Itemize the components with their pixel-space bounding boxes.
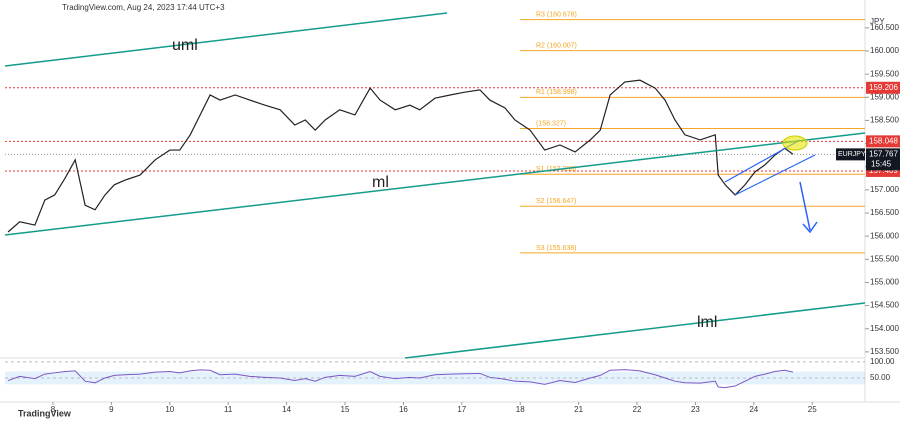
uml-line xyxy=(4,12,448,67)
y-tick-label: 157.000 xyxy=(870,185,899,194)
pivot-label: R3 (160.678) xyxy=(536,11,577,18)
x-tick-label: 15 xyxy=(341,405,350,414)
symbol-label: EURJPY xyxy=(838,151,866,158)
y-tick-label: 155.000 xyxy=(870,278,899,287)
y-tick-label: 159.500 xyxy=(870,69,899,78)
x-tick-label: 10 xyxy=(165,405,174,414)
level-label: 159.206 xyxy=(869,83,898,92)
lml-line xyxy=(404,302,866,359)
y-tick-label: 158.500 xyxy=(870,116,899,125)
rsi-tick-label: 100.00 xyxy=(870,357,895,366)
arrow xyxy=(799,181,818,234)
x-tick-label: 11 xyxy=(224,405,233,414)
rsi-line xyxy=(7,369,794,389)
x-tick-label: 16 xyxy=(399,405,408,414)
x-tick-label: 21 xyxy=(574,405,583,414)
y-tick-label: 156.500 xyxy=(870,208,899,217)
level-box xyxy=(866,81,900,94)
price-line xyxy=(7,79,794,233)
y-tick-label: 154.500 xyxy=(870,301,899,310)
plot: R3 (160.678) R2 (160.007) R1 (158.998) (158… xyxy=(5,11,865,254)
ml-line xyxy=(4,132,866,236)
x-tick-label: 25 xyxy=(808,405,817,414)
rsi-tick-label: 50.00 xyxy=(870,373,891,382)
symbol-box xyxy=(836,148,865,161)
annotation: uml xyxy=(172,37,198,54)
y-tick-label: 155.500 xyxy=(870,254,899,263)
currency: JPY xyxy=(870,17,885,26)
y-tick-label: 154.000 xyxy=(870,324,899,333)
x-tick-label: 22 xyxy=(633,405,642,414)
source: TradingView.com, Aug 24, 2023 17:44 UTC+… xyxy=(62,3,225,12)
x-tick-label: 9 xyxy=(109,405,114,414)
y-tick-label: 156.000 xyxy=(870,231,899,240)
pivot-label: S2 (156.647) xyxy=(536,198,576,205)
x-tick-label: 18 xyxy=(516,405,525,414)
annotation: ml xyxy=(372,174,389,191)
annotation: lml xyxy=(697,314,717,331)
x-tick-label: 24 xyxy=(749,405,758,414)
x-tick-label: 23 xyxy=(691,405,700,414)
highlight xyxy=(782,135,808,151)
y-tick-label: 153.500 xyxy=(870,347,899,356)
footer: TradingView xyxy=(18,408,72,418)
x-tick-label: 8 xyxy=(51,405,56,414)
y-tick-label: 160.500 xyxy=(870,23,899,32)
countdown: 15:45 xyxy=(871,159,892,168)
pivot-label: S3 (155.638) xyxy=(536,245,576,252)
price-box xyxy=(866,148,900,171)
x-tick-label: 17 xyxy=(457,405,466,414)
y-tick-label: 159.000 xyxy=(870,92,899,101)
level-box xyxy=(866,135,900,148)
y-tick-label: 160.000 xyxy=(870,46,899,55)
channel-lower xyxy=(734,154,816,196)
pivot-label: R1 (158.998) xyxy=(536,89,577,96)
level-label: 158.048 xyxy=(869,136,898,145)
pivot-label: (158.327) xyxy=(536,120,566,127)
x-tick-label: 14 xyxy=(282,405,291,414)
price-label: 157.767 xyxy=(869,149,898,158)
level-label: 157.409 xyxy=(869,166,898,175)
pivot-label: R2 (160.007) xyxy=(536,43,577,50)
